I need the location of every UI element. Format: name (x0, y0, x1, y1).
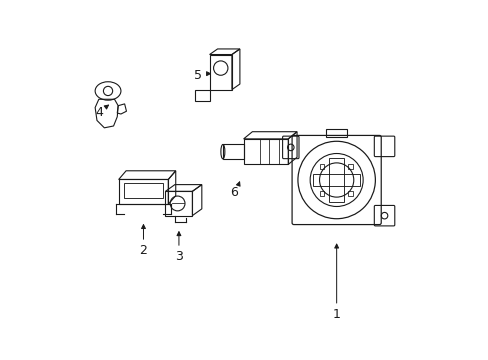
Bar (319, 192, 324, 196)
Text: 5: 5 (194, 69, 202, 82)
Text: 1: 1 (332, 308, 340, 321)
Bar (312, 174, 360, 186)
Text: 3: 3 (175, 250, 183, 263)
Text: 4: 4 (95, 106, 103, 119)
Bar (347, 192, 352, 196)
Bar (165, 192, 192, 216)
Bar (209, 54, 231, 90)
Bar (119, 180, 168, 204)
Bar (328, 158, 343, 202)
Bar (347, 164, 352, 168)
Text: 6: 6 (229, 186, 237, 199)
Bar (326, 129, 346, 137)
Bar (319, 164, 324, 168)
Text: 2: 2 (139, 244, 147, 257)
Bar (243, 139, 288, 165)
Bar (223, 144, 243, 159)
Bar (123, 183, 163, 198)
